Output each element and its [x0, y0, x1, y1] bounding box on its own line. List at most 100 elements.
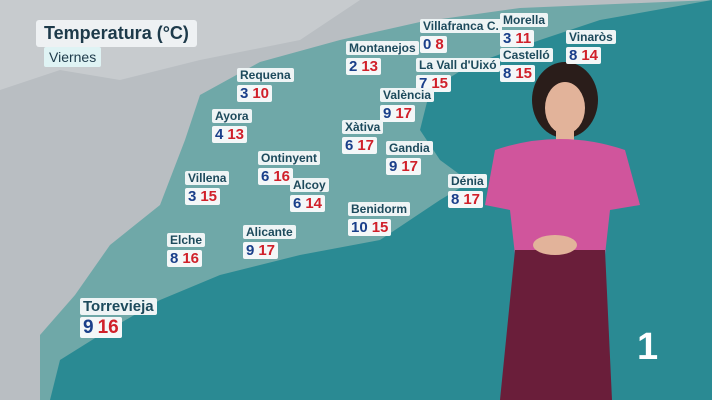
- max-temp: 15: [515, 65, 533, 82]
- min-temp: 9: [83, 317, 94, 338]
- title: Temperatura (°C): [36, 20, 197, 47]
- max-temp: 10: [252, 85, 270, 102]
- temperatures: 9 16: [80, 317, 122, 338]
- channel-logo: 1: [637, 326, 659, 368]
- max-temp: 14: [581, 47, 599, 64]
- city-name: Castelló: [500, 48, 553, 62]
- city-label: Benidorm 10 15: [348, 201, 411, 236]
- city-name: Elche: [167, 233, 206, 247]
- min-temp: 8: [170, 250, 179, 267]
- temperatures: 4 13: [212, 126, 248, 143]
- city-label: Villafranca C. 0 8: [420, 18, 502, 53]
- city-name: Villena: [185, 171, 230, 185]
- max-temp: 17: [401, 158, 419, 175]
- city-name: Benidorm: [348, 202, 411, 216]
- city-label: Villena 3 15: [185, 170, 230, 205]
- city-label: Montanejos 2 13: [346, 40, 419, 75]
- city-name: Alicante: [243, 225, 296, 239]
- city-label: Torrevieja 9 16: [80, 298, 157, 338]
- city-name: Torrevieja: [80, 298, 157, 315]
- temperatures: 2 13: [346, 58, 382, 75]
- max-temp: 16: [182, 250, 200, 267]
- max-temp: 13: [227, 126, 245, 143]
- temperatures: 9 17: [380, 105, 416, 122]
- min-temp: 6: [345, 137, 354, 154]
- min-temp: 6: [261, 168, 270, 185]
- min-temp: 9: [383, 105, 392, 122]
- min-temp: 2: [349, 58, 358, 75]
- max-temp: 17: [463, 191, 481, 208]
- temperatures: 8 14: [566, 47, 602, 64]
- city-label: Alcoy 6 14: [290, 177, 329, 212]
- temperatures: 10 15: [348, 219, 392, 236]
- min-temp: 7: [419, 75, 428, 92]
- max-temp: 15: [431, 75, 449, 92]
- temperatures: 7 15: [416, 75, 452, 92]
- max-temp: 13: [361, 58, 379, 75]
- temperatures: 8 17: [448, 191, 484, 208]
- min-temp: 8: [569, 47, 578, 64]
- city-label: Gandia 9 17: [386, 140, 433, 175]
- city-label: Alicante 9 17: [243, 224, 296, 259]
- city-label: Dénia 8 17: [448, 173, 487, 208]
- temperatures: 9 17: [386, 158, 422, 175]
- subtitle: Viernes: [44, 47, 102, 67]
- city-name: Villafranca C.: [420, 19, 502, 33]
- max-temp: 17: [395, 105, 413, 122]
- city-name: Ayora: [212, 109, 252, 123]
- temperatures: 3 11: [500, 30, 535, 47]
- city-label: Castelló 8 15: [500, 47, 553, 82]
- max-temp: 15: [200, 188, 218, 205]
- min-temp: 8: [451, 191, 460, 208]
- max-temp: 17: [258, 242, 276, 259]
- city-name: Ontinyent: [258, 151, 320, 165]
- max-temp: 8: [435, 36, 444, 53]
- city-name: Vinaròs: [566, 30, 616, 44]
- city-label: Ayora 4 13: [212, 108, 252, 143]
- city-label: La Vall d'Uixó 7 15: [416, 57, 500, 92]
- min-temp: 3: [240, 85, 249, 102]
- min-temp: 6: [293, 195, 302, 212]
- temperatures: 6 14: [290, 195, 326, 212]
- temperatures: 6 16: [258, 168, 294, 185]
- city-name: Xàtiva: [342, 120, 384, 134]
- city-label: Requena 3 10: [237, 67, 294, 102]
- city-label: Elche 8 16: [167, 232, 206, 267]
- presenter: [485, 62, 640, 400]
- min-temp: 9: [246, 242, 255, 259]
- city-name: Montanejos: [346, 41, 419, 55]
- temperatures: 9 17: [243, 242, 279, 259]
- city-name: Alcoy: [290, 178, 329, 192]
- min-temp: 4: [215, 126, 224, 143]
- max-temp: 16: [97, 317, 119, 338]
- city-name: Dénia: [448, 174, 487, 188]
- temperatures: 8 16: [167, 250, 203, 267]
- temperatures: 6 17: [342, 137, 378, 154]
- city-label: Ontinyent 6 16: [258, 150, 320, 185]
- max-temp: 17: [357, 137, 375, 154]
- min-temp: 10: [351, 219, 368, 236]
- city-label: Xàtiva 6 17: [342, 119, 384, 154]
- city-name: València: [380, 88, 435, 102]
- city-name: Requena: [237, 68, 294, 82]
- max-temp: 14: [305, 195, 323, 212]
- min-temp: 9: [389, 158, 398, 175]
- min-temp: 3: [503, 30, 512, 47]
- city-label: Vinaròs 8 14: [566, 29, 616, 64]
- temperatures: 8 15: [500, 65, 536, 82]
- max-temp: 11: [515, 30, 532, 47]
- max-temp: 15: [371, 219, 389, 236]
- temperatures: 3 15: [185, 188, 221, 205]
- min-temp: 0: [423, 36, 432, 53]
- city-name: Morella: [500, 13, 549, 27]
- temperatures: 3 10: [237, 85, 273, 102]
- max-temp: 16: [273, 168, 291, 185]
- min-temp: 8: [503, 65, 512, 82]
- city-label: Morella 3 11: [500, 12, 549, 47]
- city-name: Gandia: [386, 141, 433, 155]
- city-name: La Vall d'Uixó: [416, 58, 500, 72]
- city-label: València 9 17: [380, 87, 435, 122]
- min-temp: 3: [188, 188, 197, 205]
